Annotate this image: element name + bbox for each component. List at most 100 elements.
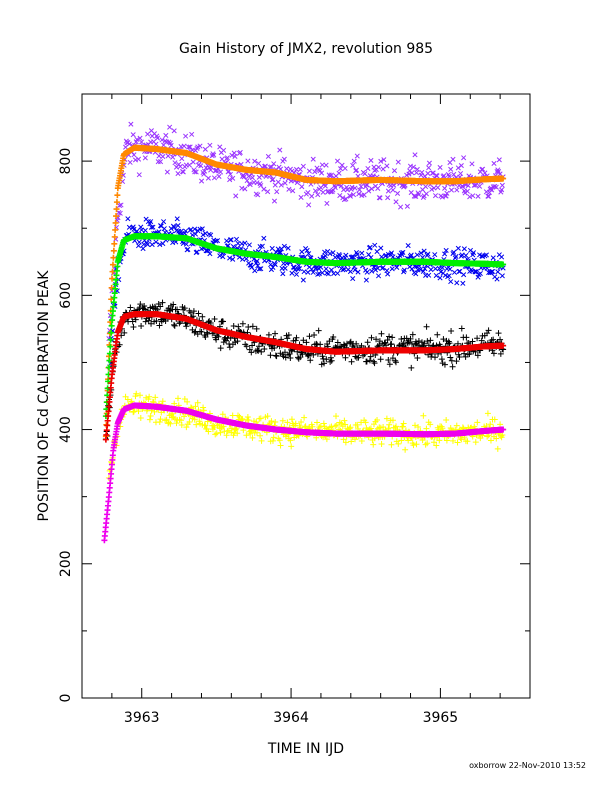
data-point bbox=[233, 236, 240, 242]
data-point bbox=[480, 166, 486, 172]
data-point bbox=[268, 418, 275, 425]
data-point bbox=[497, 350, 504, 357]
data-point bbox=[475, 193, 481, 199]
data-point bbox=[175, 223, 181, 229]
data-point bbox=[111, 233, 118, 240]
data-point bbox=[351, 158, 357, 164]
data-point bbox=[378, 158, 384, 164]
data-point bbox=[220, 423, 227, 430]
data-point bbox=[138, 139, 145, 145]
data-point bbox=[254, 258, 260, 264]
data-point bbox=[319, 170, 325, 176]
data-point bbox=[439, 194, 445, 200]
data-point bbox=[414, 166, 420, 172]
data-point bbox=[207, 251, 213, 257]
data-point bbox=[496, 169, 502, 175]
data-point bbox=[255, 160, 262, 166]
data-point bbox=[265, 153, 271, 159]
data-point bbox=[114, 192, 121, 199]
data-point bbox=[142, 318, 149, 325]
data-point bbox=[422, 266, 428, 272]
data-point bbox=[269, 245, 275, 252]
data-point bbox=[365, 165, 371, 172]
data-point bbox=[452, 255, 458, 261]
data-point bbox=[432, 354, 439, 361]
data-point bbox=[347, 424, 354, 431]
data-point bbox=[269, 437, 276, 444]
data-point bbox=[261, 235, 267, 241]
data-point bbox=[288, 443, 295, 450]
data-point bbox=[347, 269, 353, 275]
data-point bbox=[323, 162, 329, 168]
data-point bbox=[255, 343, 262, 350]
data-point bbox=[454, 439, 461, 446]
data-point bbox=[356, 187, 363, 193]
data-point bbox=[109, 275, 116, 282]
data-point bbox=[449, 437, 456, 444]
data-point bbox=[183, 424, 190, 431]
data-point bbox=[261, 186, 267, 192]
data-point bbox=[208, 232, 214, 238]
data-point bbox=[494, 276, 500, 282]
data-point bbox=[252, 158, 258, 164]
data-point bbox=[148, 219, 154, 225]
data-point bbox=[478, 337, 485, 344]
data-point bbox=[343, 340, 350, 347]
data-point bbox=[306, 168, 312, 174]
data-point bbox=[159, 137, 165, 143]
data-point bbox=[227, 255, 233, 261]
data-point bbox=[425, 170, 431, 177]
data-point bbox=[281, 243, 287, 249]
data-point bbox=[131, 152, 137, 158]
data-point bbox=[310, 351, 317, 358]
data-point bbox=[485, 327, 492, 334]
data-point bbox=[444, 190, 450, 196]
data-point bbox=[276, 437, 283, 444]
data-point bbox=[388, 250, 395, 256]
data-point bbox=[304, 352, 311, 359]
data-point bbox=[135, 408, 142, 415]
data-point bbox=[221, 336, 228, 343]
data-point bbox=[252, 268, 258, 274]
data-point bbox=[130, 409, 137, 416]
data-point bbox=[385, 188, 391, 194]
data-point bbox=[199, 313, 206, 320]
data-point bbox=[400, 420, 407, 427]
data-point bbox=[232, 426, 239, 433]
data-point bbox=[477, 183, 483, 189]
data-point bbox=[420, 268, 426, 274]
data-point bbox=[352, 353, 359, 360]
data-point bbox=[347, 193, 353, 199]
data-point bbox=[286, 186, 292, 192]
data-point bbox=[300, 163, 306, 169]
data-point bbox=[137, 301, 144, 308]
data-point bbox=[215, 333, 222, 340]
data-point bbox=[390, 254, 396, 260]
data-point bbox=[375, 185, 381, 191]
data-point bbox=[300, 337, 307, 344]
data-point bbox=[336, 170, 342, 176]
data-point bbox=[407, 335, 414, 342]
data-point bbox=[423, 184, 429, 190]
data-point bbox=[433, 272, 439, 279]
data-point bbox=[490, 336, 497, 343]
data-point bbox=[211, 152, 217, 158]
data-point bbox=[226, 344, 233, 351]
data-point bbox=[118, 202, 124, 208]
data-point bbox=[245, 417, 252, 424]
data-point bbox=[461, 246, 467, 252]
data-point bbox=[340, 341, 347, 348]
data-point bbox=[161, 219, 167, 225]
data-point bbox=[141, 302, 148, 309]
data-points bbox=[101, 121, 507, 544]
data-point bbox=[388, 441, 395, 448]
data-point bbox=[278, 182, 284, 188]
data-point bbox=[258, 266, 264, 272]
series-7 bbox=[101, 402, 507, 544]
data-point bbox=[160, 154, 166, 160]
data-point bbox=[378, 441, 385, 448]
data-point bbox=[350, 192, 357, 198]
chart-title: Gain History of JMX2, revolution 985 bbox=[179, 41, 433, 57]
data-point bbox=[386, 333, 393, 340]
data-point bbox=[494, 445, 501, 452]
